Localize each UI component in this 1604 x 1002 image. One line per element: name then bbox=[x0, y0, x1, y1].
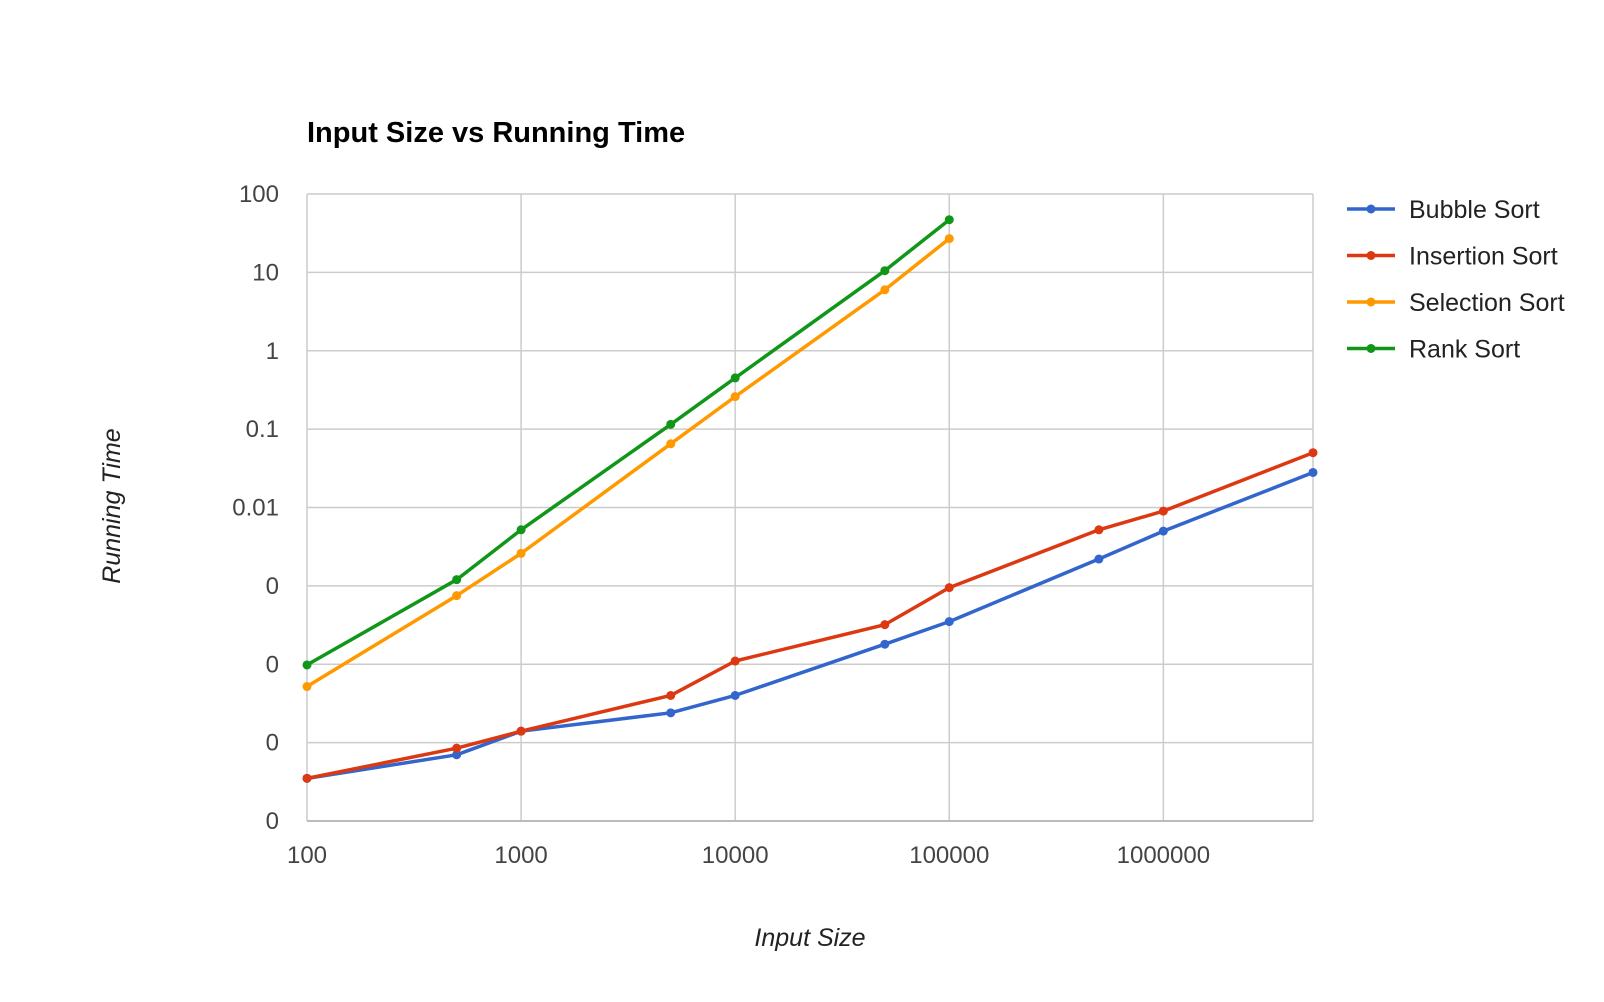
y-axis-label: Running Time bbox=[98, 428, 126, 583]
series-selection-sort bbox=[302, 234, 954, 692]
data-point bbox=[730, 392, 740, 402]
data-point bbox=[302, 682, 312, 692]
data-point bbox=[516, 525, 526, 535]
data-point bbox=[516, 548, 526, 558]
x-tick-label: 1000 bbox=[494, 842, 547, 869]
data-point bbox=[880, 639, 890, 649]
data-point bbox=[1094, 554, 1104, 564]
legend-swatch-marker bbox=[1366, 297, 1376, 307]
legend-item: Bubble Sort bbox=[1347, 196, 1540, 224]
y-tick-label: 0.01 bbox=[232, 495, 279, 522]
y-tick-label: 0 bbox=[266, 573, 279, 600]
data-point bbox=[730, 656, 740, 666]
legend-label: Insertion Sort bbox=[1409, 243, 1558, 271]
y-tick-label: 10 bbox=[252, 259, 279, 286]
x-tick-label: 100000 bbox=[909, 842, 989, 869]
series-insertion-sort bbox=[302, 448, 1318, 783]
chart-title: Input Size vs Running Time bbox=[307, 117, 685, 149]
data-point bbox=[302, 773, 312, 783]
series-line bbox=[305, 236, 952, 689]
y-tick-label: 1 bbox=[266, 338, 279, 365]
data-point bbox=[666, 419, 676, 429]
series-line bbox=[305, 450, 1315, 781]
y-axis-ticks: 100 10 1 0.1 0.01 0 0 0 0 bbox=[232, 181, 279, 835]
data-point bbox=[452, 743, 462, 753]
legend-label: Bubble Sort bbox=[1409, 196, 1540, 224]
legend-swatch-marker bbox=[1366, 344, 1376, 353]
legend: Bubble Sort Insertion Sort Selection Sort R… bbox=[1347, 196, 1565, 364]
x-tick-label: 10000 bbox=[702, 842, 769, 869]
data-point bbox=[666, 708, 676, 718]
data-point bbox=[1094, 525, 1104, 535]
series-rank-sort bbox=[302, 215, 954, 670]
legend-label: Selection Sort bbox=[1409, 289, 1565, 317]
series-bubble-sort bbox=[302, 467, 1318, 783]
data-point bbox=[1308, 448, 1318, 458]
data-point bbox=[1158, 506, 1168, 516]
data-point bbox=[516, 726, 526, 736]
data-point bbox=[1308, 467, 1318, 477]
x-tick-label: 1000000 bbox=[1117, 842, 1210, 869]
data-point bbox=[880, 266, 890, 276]
data-point bbox=[944, 617, 954, 627]
data-point bbox=[452, 575, 462, 585]
series-line bbox=[305, 217, 952, 667]
x-axis-ticks: 100 1000 10000 100000 1000000 bbox=[287, 842, 1210, 869]
series-layer bbox=[302, 215, 1318, 783]
x-tick-label: 100 bbox=[287, 842, 327, 869]
y-tick-label: 0 bbox=[266, 808, 279, 835]
data-point bbox=[1158, 526, 1168, 536]
data-point bbox=[666, 690, 676, 700]
y-tick-label: 0.1 bbox=[246, 416, 279, 443]
data-point bbox=[880, 620, 890, 630]
legend-item: Rank Sort bbox=[1347, 336, 1520, 364]
legend-swatch-marker bbox=[1366, 204, 1376, 214]
series-line bbox=[305, 470, 1315, 781]
data-point bbox=[880, 285, 890, 295]
data-point bbox=[452, 591, 462, 601]
legend-swatch-marker bbox=[1366, 251, 1376, 260]
y-tick-label: 100 bbox=[239, 181, 279, 208]
data-point bbox=[730, 373, 740, 383]
data-point bbox=[944, 215, 954, 225]
y-tick-label: 0 bbox=[266, 651, 279, 678]
data-point bbox=[666, 439, 676, 449]
legend-label: Rank Sort bbox=[1409, 336, 1520, 364]
data-point bbox=[302, 660, 312, 670]
data-point bbox=[944, 583, 954, 593]
data-point bbox=[944, 234, 954, 244]
y-tick-label: 0 bbox=[266, 730, 279, 757]
data-point bbox=[730, 690, 740, 700]
x-axis-label: Input Size bbox=[754, 924, 865, 952]
legend-item: Insertion Sort bbox=[1347, 243, 1558, 271]
data-point bbox=[452, 750, 462, 760]
legend-item: Selection Sort bbox=[1347, 289, 1565, 317]
